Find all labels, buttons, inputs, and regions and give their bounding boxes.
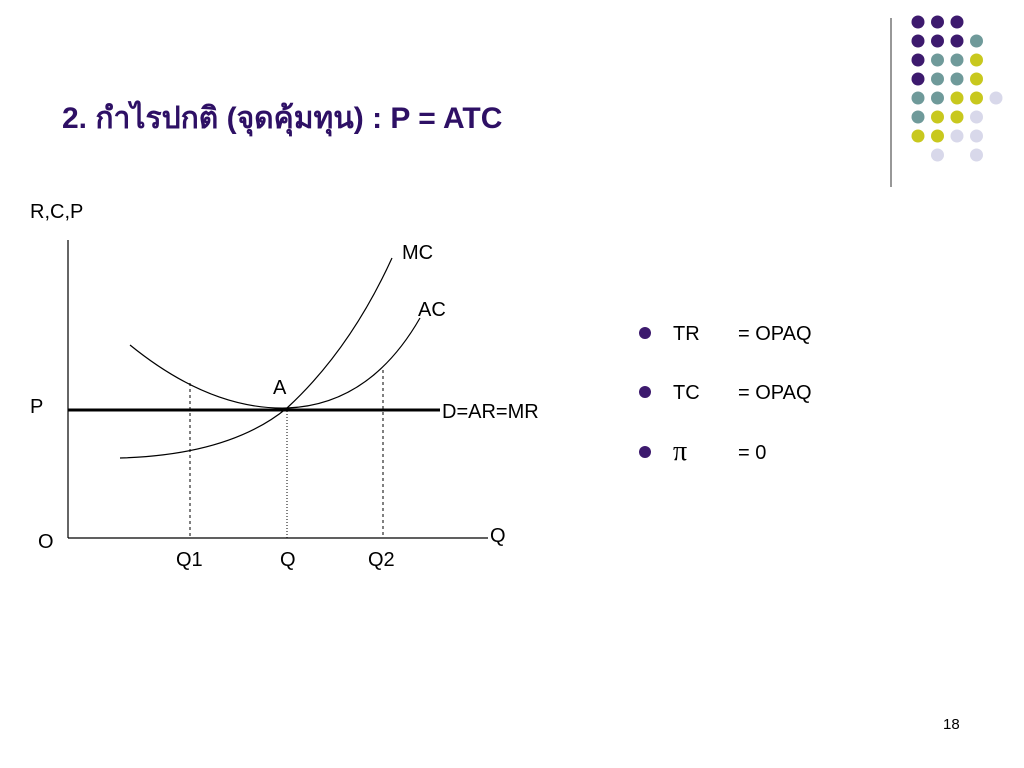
bullet-value: = OPAQ	[738, 382, 812, 404]
q-label: Q1	[176, 549, 203, 571]
decor-dot	[950, 110, 964, 124]
decor-dot	[931, 91, 944, 105]
decor-dot	[970, 91, 983, 105]
decor-dot	[950, 53, 964, 67]
mc-curve	[119, 257, 393, 459]
bullet	[639, 386, 651, 398]
bullet-term: TC	[673, 382, 700, 404]
decoration	[911, 15, 1003, 162]
curve-label: MC	[402, 242, 433, 264]
decor-dot	[950, 72, 964, 86]
curve-label: D=AR=MR	[442, 401, 539, 423]
page-number: 18	[943, 716, 960, 733]
decor-dot	[950, 91, 964, 105]
bullet-value: = OPAQ	[738, 323, 812, 345]
decor-dot	[931, 72, 944, 86]
decor-dot	[931, 34, 944, 48]
point-label: A	[273, 377, 287, 399]
decor-dot	[911, 91, 925, 105]
decor-dot	[911, 15, 925, 29]
decor-dot	[970, 53, 983, 67]
q-label: Q2	[368, 549, 395, 571]
curve-label: AC	[418, 299, 446, 321]
decor-dot	[931, 53, 944, 67]
bullet	[639, 446, 651, 458]
decor-dot	[911, 72, 925, 86]
bullet-term: π	[673, 436, 687, 467]
decor-dot	[911, 129, 925, 143]
title: 2. กำไรปกติ (จุดคุ้มทุน) : P = ATC	[62, 100, 502, 137]
decor-dot	[989, 91, 1003, 105]
decor-dot	[970, 72, 983, 86]
decor-dot	[950, 129, 964, 143]
origin-label: O	[38, 531, 54, 553]
decor-dot	[931, 15, 944, 29]
decor-dot	[950, 15, 964, 29]
bullet-value: = 0	[738, 442, 766, 464]
decor-dot	[950, 34, 964, 48]
decor-dot	[911, 53, 925, 67]
decor-dot	[970, 34, 983, 48]
bullet-list: TR = OPAQ TC = OPAQ π = 0	[639, 323, 812, 467]
bullet	[639, 327, 651, 339]
x-axis-label: Q	[490, 525, 506, 547]
decor-dot	[970, 110, 983, 124]
price-label: P	[30, 396, 43, 418]
decor-dot	[970, 129, 983, 143]
decor-dot	[931, 148, 944, 162]
decor-dot	[970, 148, 983, 162]
diagram	[67, 240, 488, 539]
decor-dot	[911, 110, 925, 124]
q-label: Q	[280, 549, 296, 571]
y-axis-label: R,C,P	[30, 201, 83, 223]
decor-dot	[931, 129, 944, 143]
bullet-term: TR	[673, 323, 700, 345]
decor-dot	[911, 34, 925, 48]
decor-dot	[931, 110, 944, 124]
